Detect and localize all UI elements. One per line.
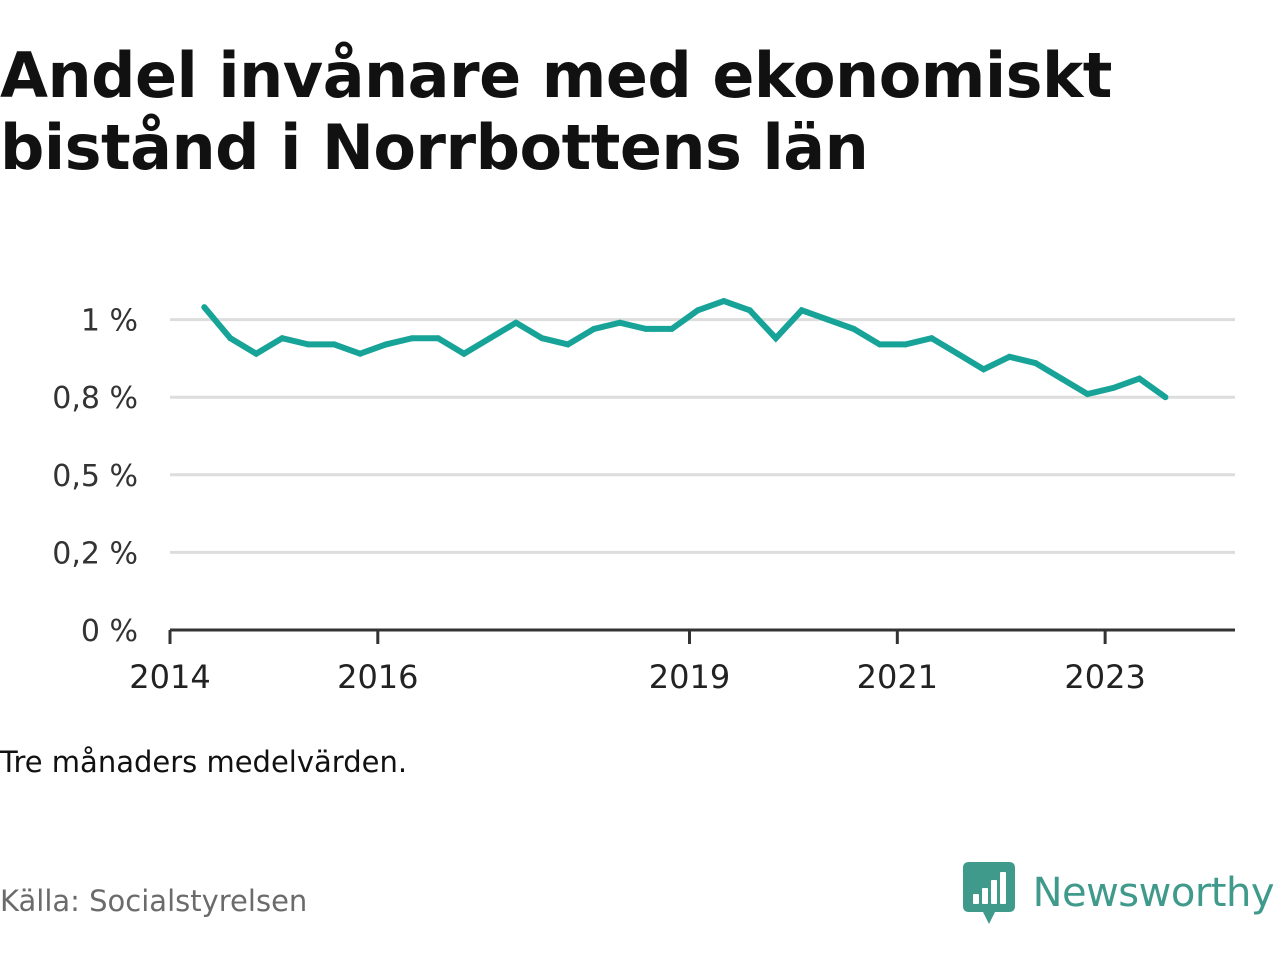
data-point — [305, 341, 312, 348]
data-point — [668, 325, 675, 332]
data-point — [616, 319, 623, 326]
data-point — [564, 341, 571, 348]
data-point — [1032, 360, 1039, 367]
x-tick-label: 2023 — [1064, 658, 1145, 696]
data-point — [461, 350, 468, 357]
data-point — [642, 325, 649, 332]
data-point — [487, 335, 494, 342]
data-point — [435, 335, 442, 342]
series-line — [202, 297, 1168, 400]
newsworthy-logo-icon — [962, 862, 1015, 924]
brand-name: Newsworthy — [1032, 870, 1275, 916]
data-point — [876, 341, 883, 348]
data-point — [512, 319, 519, 326]
data-point — [824, 316, 831, 323]
data-point — [1162, 394, 1169, 401]
y-tick-label: 0,2 % — [52, 536, 138, 571]
y-axis-tick-labels: 0 % 0,2 % 0,5 % 0,8 % 1 % — [52, 304, 138, 649]
x-axis — [168, 628, 1235, 644]
x-tick-label: 2019 — [649, 658, 730, 696]
x-tick-label: 2021 — [857, 658, 938, 696]
data-point — [850, 325, 857, 332]
data-point — [928, 335, 935, 342]
data-point — [1110, 384, 1117, 391]
x-tick-label: 2016 — [337, 658, 418, 696]
data-point — [1006, 353, 1013, 360]
y-tick-label: 0,8 % — [52, 381, 138, 416]
series-layer — [201, 297, 1169, 401]
x-tick-label: 2014 — [129, 658, 210, 696]
data-point — [383, 341, 390, 348]
data-point — [694, 307, 701, 314]
data-point — [1084, 391, 1091, 398]
data-point — [409, 335, 416, 342]
data-point — [980, 366, 987, 373]
data-point — [798, 307, 805, 314]
chart-title: Andel invånare med ekonomiskt bistånd i … — [0, 39, 1112, 184]
y-tick-label: 1 % — [81, 304, 138, 339]
chart-note: Tre månaders medelvärden. — [0, 745, 408, 779]
data-point — [253, 350, 260, 357]
data-point — [720, 297, 727, 304]
x-axis-tick-labels: 2014 2016 2019 2021 2023 — [129, 658, 1146, 696]
data-point — [746, 307, 753, 314]
y-tick-label: 0,5 % — [52, 459, 138, 494]
data-point — [954, 350, 961, 357]
line-chart: 0 %0,2 %0,5 %0,8 %1 % 2014 2016 2019 2021 20… — [52, 297, 1235, 696]
data-point — [772, 335, 779, 342]
data-point — [279, 335, 286, 342]
data-point — [357, 350, 364, 357]
data-point — [538, 335, 545, 342]
gridlines — [170, 318, 1235, 554]
data-point — [590, 325, 597, 332]
brand-logo-lockup: Newsworthy — [962, 862, 1275, 924]
data-point — [1136, 375, 1143, 382]
data-point — [227, 335, 234, 342]
data-point — [201, 304, 208, 311]
data-point — [331, 341, 338, 348]
y-tick-label: 0 % — [81, 614, 138, 649]
data-point — [1058, 375, 1065, 382]
data-point — [902, 341, 909, 348]
source-text: Källa: Socialstyrelsen — [0, 884, 308, 918]
